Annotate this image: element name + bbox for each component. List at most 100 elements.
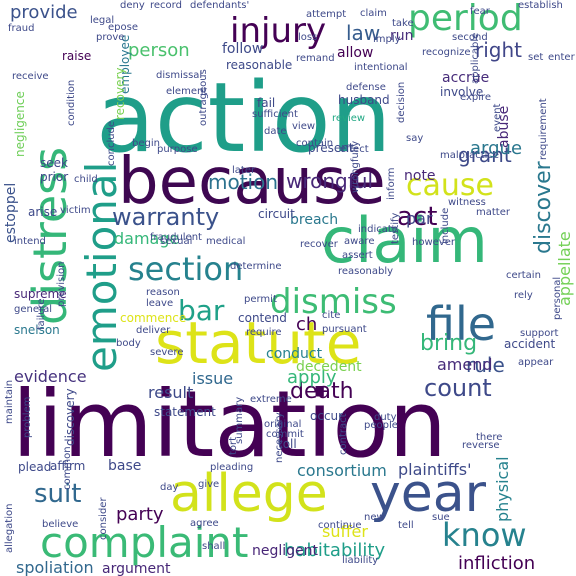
word-sufficient: sufficient [252, 109, 298, 120]
word-epose: epose [108, 22, 138, 33]
word-aware: aware [344, 236, 374, 247]
word-leave: leave [146, 298, 173, 309]
word-rule: rule [466, 353, 505, 377]
word-negligence: negligence [13, 91, 27, 157]
word-snelson: snelson [14, 323, 60, 337]
word-second: second [452, 32, 488, 43]
word-contract: contract [338, 413, 349, 455]
word-infliction: infliction [458, 553, 535, 574]
word-give: give [198, 479, 219, 490]
word-new: new [364, 512, 385, 523]
word-suit: suit [34, 479, 81, 509]
word-general: general [14, 304, 52, 315]
word-sexual: sexual [160, 236, 192, 247]
word-duty: duty [374, 412, 397, 423]
word-reasonable: reasonable [226, 58, 292, 72]
word-right: right [475, 38, 522, 62]
word-know: know [442, 516, 527, 554]
word-person: person [128, 40, 190, 61]
word-allow: allow [337, 45, 373, 61]
word-statement: statement [154, 405, 216, 419]
word-provision: provision [56, 262, 67, 308]
word-witness: witness [448, 197, 486, 208]
word-count: count [424, 374, 492, 402]
word-bring: bring [420, 331, 477, 356]
word-deliver: deliver [136, 325, 171, 336]
word-child: child [74, 174, 98, 185]
word-allege: allege [170, 464, 328, 524]
word-seek: seek [40, 156, 68, 170]
word-original: original [264, 419, 301, 430]
word-receive: receive [12, 71, 49, 82]
word-record: record [150, 0, 182, 11]
word-establish: establish [518, 0, 563, 11]
word-physical: physical [493, 456, 512, 522]
word-suffer: suffer [322, 522, 368, 541]
word-distress: distress [23, 147, 77, 325]
word-take: take [392, 18, 414, 29]
word-agree: agree [190, 518, 219, 529]
word-dismiss: dismiss [270, 282, 397, 322]
word-law: law [346, 21, 380, 45]
word-reverse: reverse [462, 440, 500, 451]
word-appear: appear [518, 357, 554, 368]
word-apply: apply [287, 367, 337, 388]
word-permit: permit [244, 294, 277, 305]
word-common: common [62, 446, 73, 490]
word-recover: recover [300, 239, 339, 250]
word-requirement: requirement [538, 98, 549, 160]
word-accident: accident [504, 337, 555, 351]
word-defendants-: defendants' [190, 0, 249, 11]
word-matter: matter [476, 207, 511, 218]
word-reasonably: reasonably [338, 266, 393, 277]
word-expire: expire [460, 92, 491, 103]
word-assert: assert [342, 250, 373, 261]
word-maintain: maintain [4, 380, 15, 424]
word-wrongfully: wrongfully [350, 141, 361, 193]
word-say: say [406, 133, 423, 144]
word-attempt: attempt [306, 9, 346, 20]
word-believe: believe [42, 519, 78, 530]
word-present: present [308, 141, 354, 155]
word-affirm: affirm [50, 459, 85, 473]
word-pleading: pleading [210, 462, 253, 473]
word-result: result [148, 383, 193, 402]
word-occur: occur [310, 409, 343, 423]
word-death: death [290, 379, 354, 404]
word-certain: certain [506, 270, 541, 281]
word-deny: deny [120, 0, 145, 11]
word-raise: raise [62, 49, 91, 63]
word-accrue: accrue [442, 70, 489, 86]
word-body: body [116, 338, 141, 349]
word-condition: condition [66, 80, 77, 126]
word-circuit: circuit [258, 207, 295, 221]
word-tort: tort [228, 437, 239, 455]
word-note: note [404, 168, 436, 184]
word-indicate: indicate [358, 224, 398, 235]
word-view: view [292, 121, 315, 132]
word-recovery: recovery [113, 67, 127, 120]
word-grant: grant [458, 143, 512, 167]
word-plead: plead [18, 460, 51, 474]
word-date: date [264, 126, 287, 137]
word-medical: medical [206, 236, 245, 247]
word-malpractice: malpractice [440, 150, 499, 161]
word-motion: motion [208, 170, 278, 194]
word-allegation: allegation [4, 504, 15, 553]
word-imply: imply [373, 34, 401, 45]
word-claim: claim [321, 204, 488, 277]
word-spoliation: spoliation [16, 558, 94, 576]
word-habitability: habitability [284, 540, 385, 561]
word-pursuant: pursuant [322, 324, 367, 335]
word-extreme: extreme [250, 394, 292, 405]
word-par: par [406, 209, 433, 228]
word-purpose: purpose [157, 144, 198, 155]
word-toll: toll [278, 437, 297, 451]
word-warranty: warranty [112, 203, 219, 231]
word-consider: consider [98, 497, 109, 540]
word-ch: ch [296, 314, 317, 335]
word-begin: begin [132, 138, 160, 149]
word-inform: inform [386, 168, 397, 200]
word-intentional: intentional [354, 62, 408, 73]
